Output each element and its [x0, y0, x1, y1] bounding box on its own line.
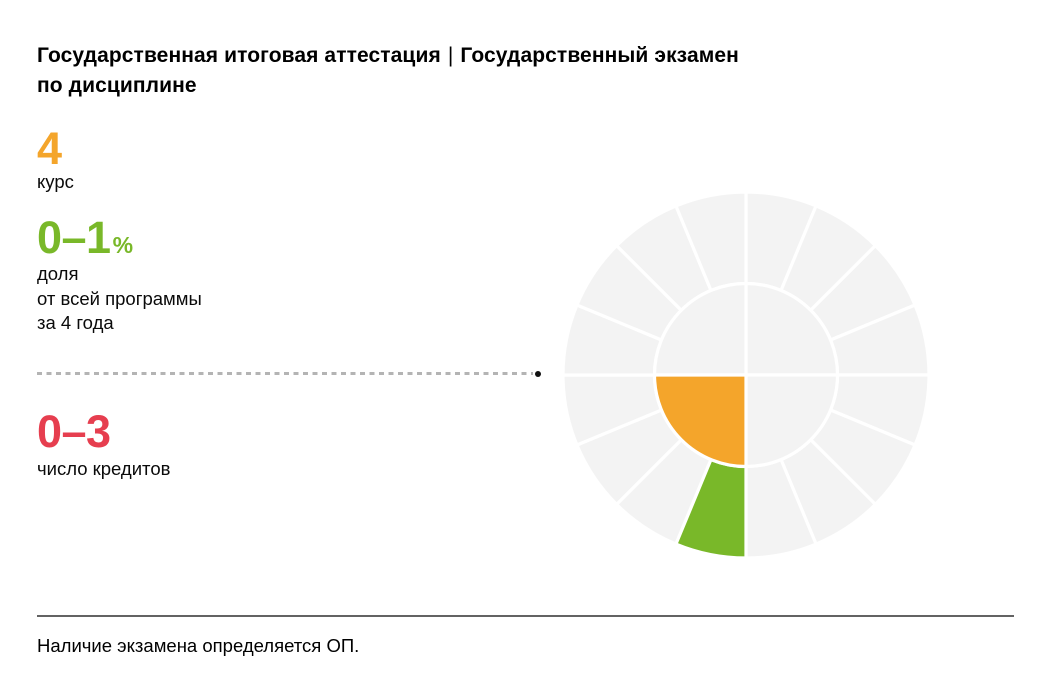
stat-share-label: доля от всей программы за 4 года: [37, 262, 202, 336]
stat-label-line: за 4 года: [37, 312, 114, 333]
module-wheel: [554, 183, 938, 567]
module-wheel-svg: [561, 190, 931, 560]
stat-course-label: курс: [37, 170, 74, 195]
title-separator: |: [447, 44, 454, 68]
year-quadrant: [744, 281, 840, 377]
footer-note: Наличие экзамена определяется ОП.: [37, 635, 360, 656]
title-line1-part1: Государственная итоговая аттестация: [37, 44, 441, 68]
stat-label-line: доля: [37, 263, 79, 284]
stat-credits-label: число кредитов: [37, 457, 170, 482]
stat-share-percent-sign: %: [112, 232, 134, 258]
stat-share-value: 0–1%: [37, 215, 134, 264]
year-quadrant: [744, 373, 840, 469]
stat-course-number: 4: [37, 123, 62, 174]
stat-label-line: число кредитов: [37, 458, 171, 479]
title-line1-part2: Государственный экзамен: [460, 44, 739, 68]
year-quadrant: [652, 281, 748, 377]
year-quadrant-highlighted: [652, 373, 748, 469]
divider-end-dot: [535, 371, 541, 377]
stat-label-line: курс: [37, 171, 74, 192]
title-line1: Государственная итоговая аттестация | Госу…: [37, 41, 937, 71]
stat-share-number: 0–1: [37, 212, 111, 263]
footer-rule: [37, 615, 1014, 617]
stat-label-line: от всей программы: [37, 287, 202, 309]
stat-course-value: 4: [37, 126, 64, 175]
title-line2: по дисциплине: [37, 74, 197, 98]
stat-credits-number: 0–3: [37, 406, 111, 457]
dashed-divider: [37, 372, 533, 375]
page-title: Государственная итоговая аттестация | Госу…: [37, 41, 937, 101]
stat-credits-value: 0–3: [37, 409, 113, 458]
